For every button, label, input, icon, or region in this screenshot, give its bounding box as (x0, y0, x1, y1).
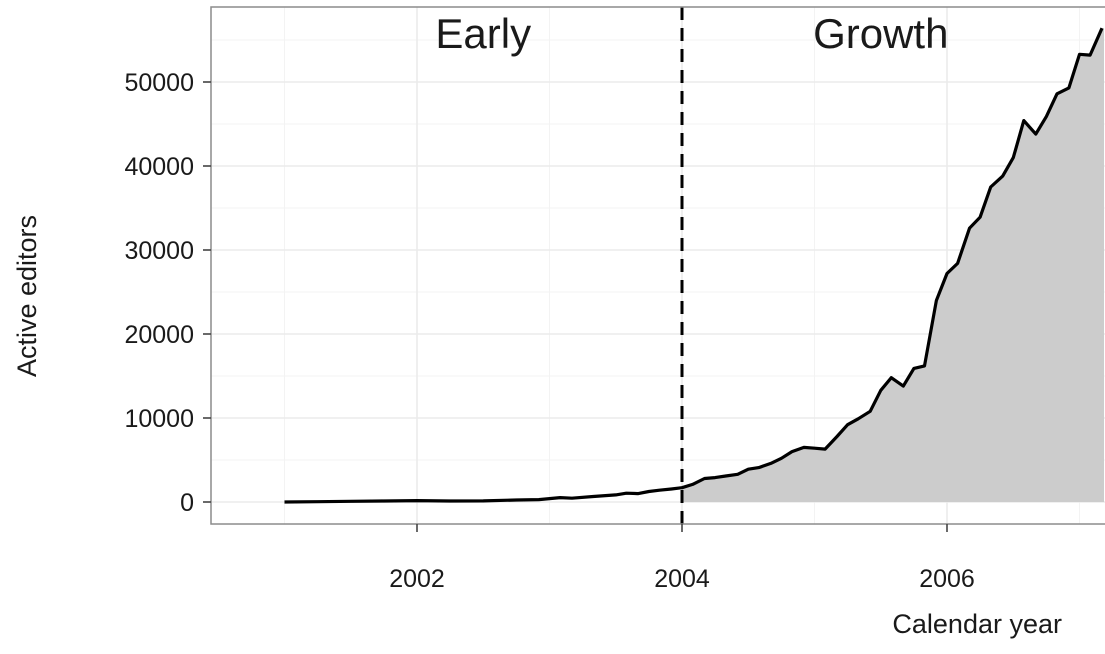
y-tick-label: 10000 (124, 405, 194, 433)
x-tick-label: 2002 (389, 565, 445, 593)
x-tick-label: 2006 (919, 565, 975, 593)
plot-border (210, 6, 1105, 525)
y-tick-label: 30000 (124, 237, 194, 265)
y-tick-label: 50000 (124, 69, 194, 97)
y-tick-label: 0 (180, 489, 194, 517)
y-tick-label: 40000 (124, 153, 194, 181)
x-tick-label: 2004 (654, 565, 710, 593)
y-tick-label: 20000 (124, 321, 194, 349)
growth-area-fill (682, 28, 1105, 502)
x-axis-title: Calendar year (892, 609, 1062, 639)
y-axis-title: Active editors (12, 215, 42, 377)
y-axis: 0 10000 20000 30000 40000 50000 (124, 69, 211, 517)
phase-labels: Early Growth (435, 10, 948, 57)
phase-label: Growth (813, 10, 948, 57)
x-axis: 2002 2004 2006 (389, 524, 975, 593)
phase-label: Early (435, 10, 531, 57)
active-editors-line (284, 27, 1104, 504)
major-gridlines (211, 7, 1105, 524)
